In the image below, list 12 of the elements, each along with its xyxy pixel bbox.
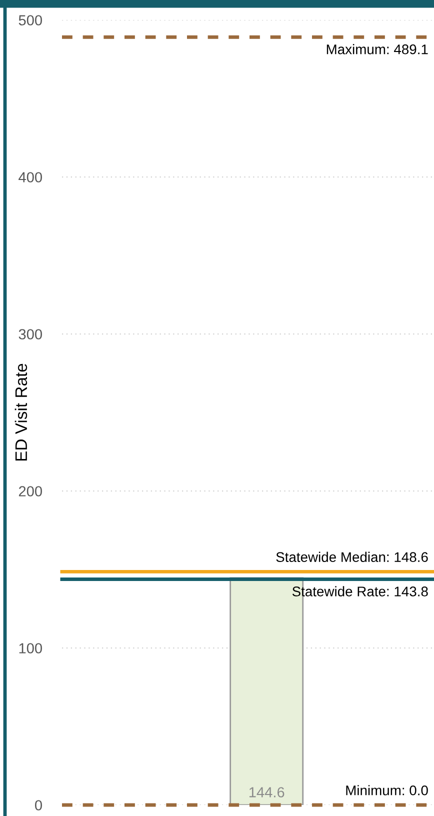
y-tick-label: 500 bbox=[18, 15, 42, 26]
y-tick-label: 200 bbox=[18, 486, 42, 496]
y-tick-label: 400 bbox=[18, 172, 42, 182]
ref-line-label: Maximum: 489.1 bbox=[326, 44, 428, 54]
ref-line-label: Statewide Rate: 143.8 bbox=[292, 586, 428, 596]
y-tick-label: 100 bbox=[19, 643, 42, 654]
ref-line-label: Statewide Median: 148.6 bbox=[276, 552, 428, 562]
ref-line-label: Minimum: 0.0 bbox=[346, 785, 428, 796]
data-label: 144.6 bbox=[249, 787, 284, 798]
y-axis-title: ED Visit Rate bbox=[14, 364, 28, 461]
y-tick-label: 0 bbox=[35, 800, 42, 810]
y-tick-label: 300 bbox=[18, 329, 42, 340]
